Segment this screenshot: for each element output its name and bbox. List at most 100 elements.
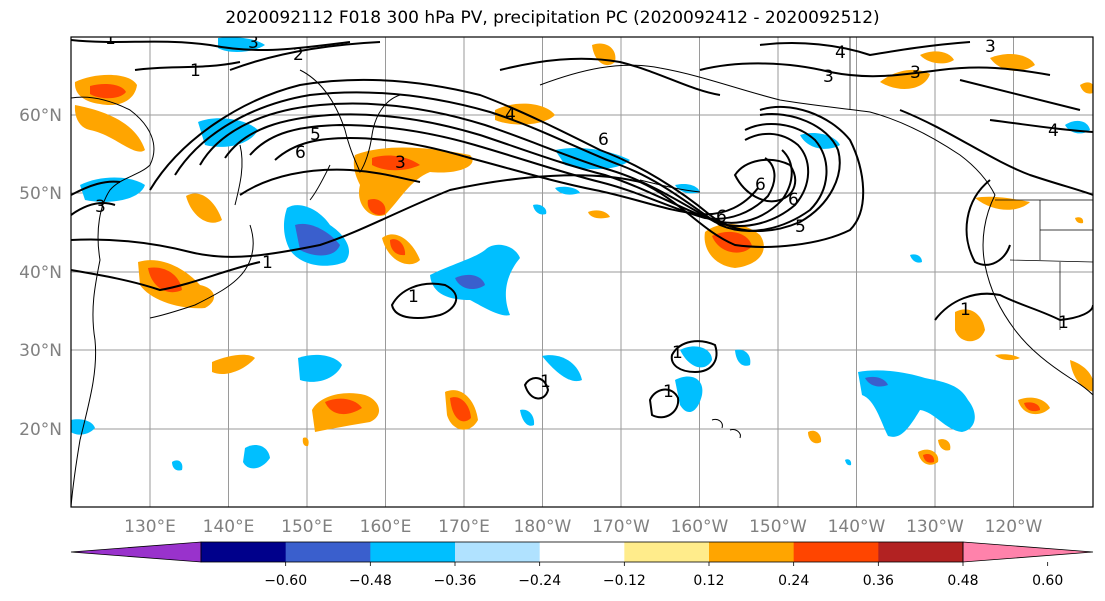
- pv-contour-line: [71, 202, 116, 216]
- colorbar-segment: [285, 542, 371, 562]
- precip-positive-patch: [212, 354, 255, 375]
- precip-negative-patch: [542, 355, 582, 382]
- coastline-japan: [149, 224, 254, 319]
- precip-positive-patch: [712, 231, 752, 253]
- contour-label: 6: [295, 143, 306, 163]
- colorbar-tick-label: −0.24: [518, 573, 561, 589]
- political-borders: [849, 37, 1093, 330]
- lon-tick-label: 170°W: [592, 517, 650, 537]
- lon-tick-label: 130°E: [124, 517, 176, 537]
- pv-contour-line: [174, 91, 828, 232]
- colorbar-tick-label: 0.24: [778, 573, 809, 589]
- precip-negative-patch: [858, 370, 975, 437]
- colorbar-segment: [455, 542, 541, 562]
- pv-contour-line: [71, 39, 351, 51]
- border-us-states: [1009, 200, 1093, 330]
- precip-positive-patch: [938, 439, 951, 451]
- lon-tick-label: 160°E: [360, 517, 412, 537]
- contour-label: 3: [985, 37, 996, 57]
- precip-positive-patch: [990, 54, 1035, 71]
- precip-negative-patch: [520, 409, 535, 426]
- precip-positive-patch: [588, 210, 610, 219]
- colorbar-tick-label: 0.60: [1032, 573, 1063, 589]
- lon-tick-label: 170°E: [438, 517, 490, 537]
- precip-negative-patch: [298, 354, 342, 382]
- pv-contour-line: [390, 282, 458, 319]
- contour-label: 1: [190, 61, 201, 81]
- pv-contour-line: [699, 62, 1051, 78]
- contour-label: 3: [248, 33, 259, 53]
- coastline-hawaii: [711, 419, 741, 439]
- colorbar-extend-high: [962, 541, 1094, 563]
- contour-label: 5: [310, 125, 321, 145]
- lon-tick-label: 150°E: [281, 517, 333, 537]
- coastline-aleutians: [639, 179, 701, 193]
- pv-contour-line: [934, 292, 1093, 322]
- coastline-kamchatka: [299, 69, 401, 174]
- colorbar-extend-low: [70, 541, 202, 563]
- pv-contour-line: [71, 261, 261, 292]
- contour-label: 6: [755, 175, 766, 195]
- pv-contour-line: [199, 102, 810, 227]
- pv-contour-line: [959, 79, 1081, 111]
- contour-label: 1: [540, 372, 551, 392]
- colorbar-segment: [878, 542, 964, 562]
- latitude-labels: 60°N 50°N 40°N 30°N 20°N: [19, 106, 62, 440]
- pv-contour-line: [224, 113, 793, 224]
- contour-label: 6: [788, 190, 799, 210]
- coastline-kuril-islands: [309, 164, 331, 201]
- precip-positive-patch: [390, 239, 406, 256]
- contour-label: 4: [505, 105, 516, 125]
- colorbar-tick-labels: −0.60 −0.48 −0.36 −0.24 −0.12 0.12 0.24 0.36 0.4…: [264, 562, 1063, 589]
- lon-tick-label: 140°W: [828, 517, 886, 537]
- lat-tick-label: 40°N: [19, 263, 62, 283]
- lon-tick-label: 180°W: [514, 517, 572, 537]
- contour-label: 1: [408, 287, 419, 307]
- colorbar-segment: [201, 542, 287, 562]
- lat-tick-label: 60°N: [19, 106, 62, 126]
- pv-contour-line: [899, 109, 1093, 196]
- contour-label: 1: [663, 382, 674, 402]
- chart-title: 2020092112 F018 300 hPa PV, precipitatio…: [225, 8, 880, 28]
- precip-negative-patch: [865, 376, 888, 387]
- precip-negative-patch: [680, 346, 712, 368]
- precip-negative-patch: [533, 204, 547, 215]
- precip-negative-patch: [845, 459, 852, 466]
- precip-positive-patch: [955, 309, 985, 342]
- lon-tick-label: 140°E: [203, 517, 255, 537]
- contour-label: 6: [716, 207, 727, 227]
- pv-contour-line: [71, 180, 121, 196]
- colorbar-segment: [624, 542, 710, 562]
- lon-tick-label: 130°W: [906, 517, 964, 537]
- pv-contour-line: [249, 123, 776, 220]
- contour-label: 6: [598, 130, 609, 150]
- precip-negative-patch: [555, 148, 630, 170]
- map-frame: [70, 36, 1094, 508]
- contour-label: 5: [795, 217, 806, 237]
- contour-label: 3: [823, 67, 834, 87]
- precip-negative-patch: [735, 349, 751, 366]
- precip-negative-patch: [172, 460, 183, 471]
- precip-positive-patch: [1070, 360, 1093, 392]
- precip-positive-patch: [372, 155, 420, 171]
- precip-positive-patch: [1080, 82, 1093, 94]
- lon-tick-label: 120°W: [985, 517, 1043, 537]
- contour-label: 2: [293, 45, 304, 65]
- precip-positive-patch: [148, 267, 182, 293]
- lat-tick-label: 50°N: [19, 184, 62, 204]
- contour-labels: 1 1 2 3 3 5 6 3 4 6 1 1 6 6 6 5 4 3 3 3 …: [95, 33, 1069, 402]
- colorbar-tick-label: −0.48: [349, 573, 392, 589]
- contour-label: 1: [262, 253, 273, 273]
- precip-negative-patch: [455, 274, 485, 290]
- colorbar-outline: [200, 541, 964, 563]
- precip-positive-patch: [808, 430, 822, 444]
- coastline-north-america: [982, 194, 1093, 396]
- precip-positive-patch: [923, 453, 935, 463]
- colorbar-segment: [793, 542, 879, 562]
- colorbar-tick-label: 0.48: [947, 573, 978, 589]
- precip-positive-patch: [995, 354, 1020, 361]
- colorbar-tick-label: 0.36: [863, 573, 894, 589]
- colorbar: [70, 541, 1094, 563]
- precip-positive-patch: [302, 437, 309, 447]
- pv-contour-line: [71, 105, 865, 258]
